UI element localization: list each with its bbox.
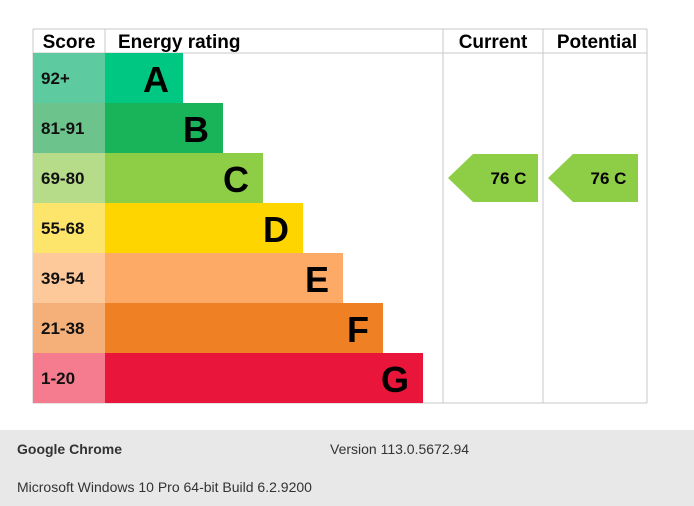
rating-letter-c: C <box>223 159 249 200</box>
score-label-c: 69-80 <box>41 169 84 188</box>
rating-arrows: 76 C 76 C <box>448 154 638 202</box>
rating-bands: 92+ A 81-91 B 69-80 C 55-68 D 39-54 E 21-38 F 1-20 G <box>33 53 423 403</box>
header-score: Score <box>43 32 96 53</box>
rating-bar-c <box>105 153 263 203</box>
score-label-g: 1-20 <box>41 369 75 388</box>
current-rating-arrow <box>448 154 538 202</box>
score-cell-d <box>33 203 105 253</box>
score-cell-g <box>33 353 105 403</box>
rating-letter-f: F <box>347 309 369 350</box>
potential-rating-arrow-label: 76 C <box>591 169 627 188</box>
energy-rating-chart: Score Energy rating Current Potential 92… <box>32 28 648 404</box>
score-cell-f <box>33 303 105 353</box>
header-potential: Potential <box>557 32 637 53</box>
browser-name: Google Chrome <box>17 441 123 457</box>
rating-letter-e: E <box>305 259 329 300</box>
os-info: Microsoft Windows 10 Pro 64-bit Build 6.… <box>17 479 312 495</box>
score-cell-e <box>33 253 105 303</box>
current-rating-arrow-label: 76 C <box>491 169 527 188</box>
rating-letter-b: B <box>183 109 209 150</box>
score-cell-c <box>33 153 105 203</box>
header-current: Current <box>459 32 528 53</box>
rating-bar-e <box>105 253 343 303</box>
header-energy-rating: Energy rating <box>118 32 240 53</box>
rating-letter-d: D <box>263 209 289 250</box>
browser-version: Version 113.0.5672.94 <box>330 441 470 457</box>
score-label-e: 39-54 <box>41 269 85 288</box>
rating-bar-a <box>105 53 183 103</box>
rating-bar-d <box>105 203 303 253</box>
browser-info-footer: Google Chrome Version 113.0.5672.94 Micr… <box>0 430 694 506</box>
score-cell-a <box>33 53 105 103</box>
score-label-d: 55-68 <box>41 219 84 238</box>
rating-bar-f <box>105 303 383 353</box>
score-cell-b <box>33 103 105 153</box>
rating-bar-b <box>105 103 223 153</box>
potential-rating-arrow <box>548 154 638 202</box>
rating-letter-a: A <box>143 59 169 100</box>
score-label-a: 92+ <box>41 69 70 88</box>
score-label-b: 81-91 <box>41 119 84 138</box>
rating-bar-g <box>105 353 423 403</box>
score-label-f: 21-38 <box>41 319 84 338</box>
rating-letter-g: G <box>381 359 409 400</box>
